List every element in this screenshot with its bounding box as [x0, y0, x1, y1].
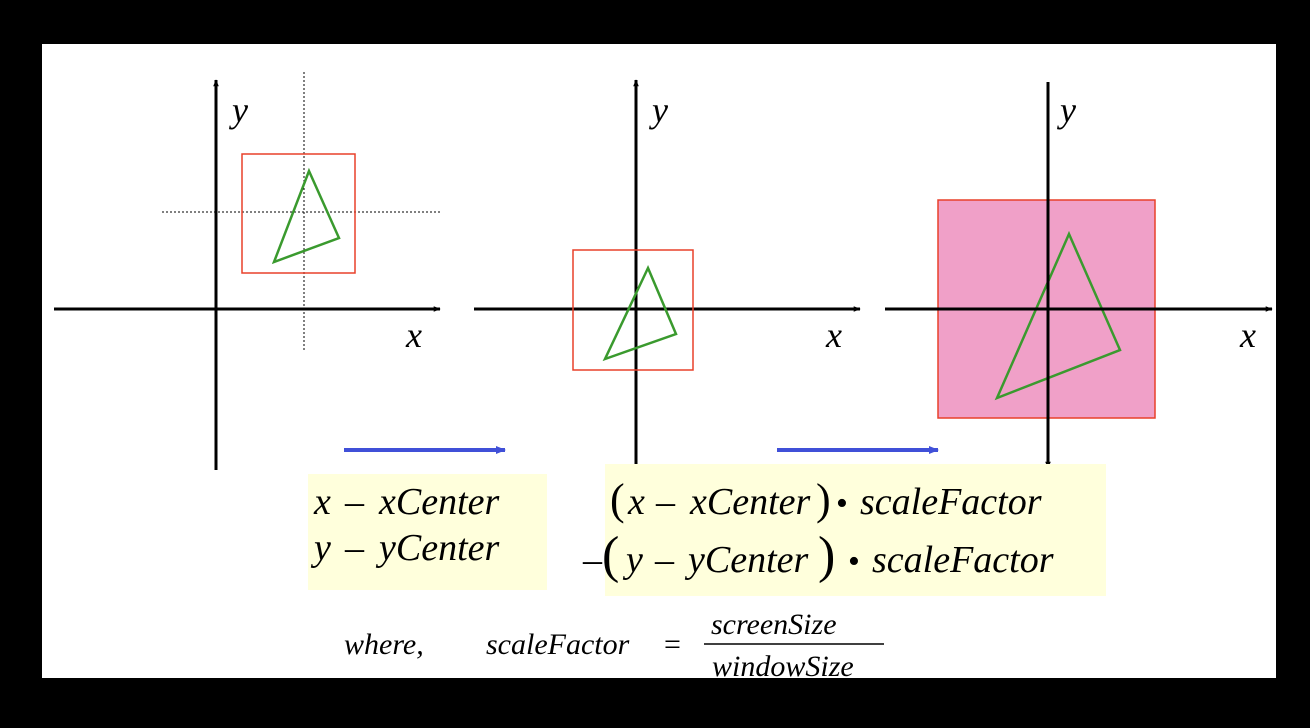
step2-line2-op: –: [654, 539, 675, 581]
scale-factor-lhs: scaleFactor: [486, 628, 630, 661]
step2-line1-op: –: [655, 481, 676, 523]
panel-3-scaled: y x: [885, 82, 1273, 469]
where-prefix: where,: [344, 628, 424, 661]
svg-text:( x –: ( x – xCenter ) • scaleFactor: [610, 475, 1042, 524]
step2-formula: ( x – xCenter ) • scaleFactor – ( y – yC…: [582, 475, 1054, 584]
panel2-window-rect: [572, 249, 694, 371]
step2-line1-term: xCenter: [689, 481, 811, 523]
panel2-triangle: [602, 264, 678, 362]
step2-line1-var: x: [627, 481, 645, 523]
panel1-x-label: x: [405, 315, 422, 355]
svg-text:– ( y: – ( y – yCenter ) • scaleFactor: [582, 527, 1054, 584]
panel1-window-rect: [241, 153, 356, 274]
step1-formula-highlight: [308, 474, 547, 590]
scale-factor-definition: where, scaleFactor = screenSize windowSi…: [344, 608, 884, 678]
fraction-denominator: windowSize: [712, 650, 854, 678]
svg-text:x – xCenter: x – xCenter: [313, 481, 500, 523]
step1-line2-var: y: [310, 527, 331, 569]
panel-2-translated: y x: [474, 79, 861, 470]
svg-text:y – yCenter: y – yCenter: [310, 527, 500, 569]
transform-diagram: y x y x y x x: [54, 72, 1273, 678]
step2-line1-dot: •: [836, 485, 848, 522]
fraction-numerator: screenSize: [711, 608, 837, 641]
step2-line2-factor: scaleFactor: [872, 539, 1054, 581]
step1-line2-term: yCenter: [375, 527, 500, 569]
step2-line2-open-paren: (: [602, 527, 619, 584]
step1-line1-term: xCenter: [378, 481, 500, 523]
step2-line2-close-paren: ): [818, 527, 835, 584]
panel3-x-label: x: [1239, 315, 1256, 355]
step2-line2-dot: •: [848, 543, 860, 580]
step2-line2-var: y: [622, 539, 643, 581]
panel-1-original: y x: [54, 72, 442, 470]
step1-line2-op: –: [344, 527, 365, 569]
panel3-y-label: y: [1057, 90, 1076, 130]
equals-sign: =: [664, 628, 681, 661]
step2-line1-close-paren: ): [816, 475, 831, 524]
step1-line1-var: x: [313, 481, 331, 523]
step2-line1-open-paren: (: [610, 475, 625, 524]
step1-line1-op: –: [344, 481, 365, 523]
step2-line2-neg: –: [582, 539, 603, 581]
step2-line2-term: yCenter: [684, 539, 809, 581]
step2-formula-highlight: [605, 464, 1106, 596]
panel3-triangle: [994, 230, 1122, 401]
step2-line1-factor: scaleFactor: [860, 481, 1042, 523]
panel1-triangle: [271, 167, 341, 265]
step1-formula: x – xCenter y – yCenter: [310, 481, 500, 569]
panel2-x-label: x: [825, 315, 842, 355]
slide: y x y x y x x: [42, 44, 1276, 678]
panel1-y-label: y: [229, 90, 248, 130]
panel2-y-label: y: [649, 90, 668, 130]
